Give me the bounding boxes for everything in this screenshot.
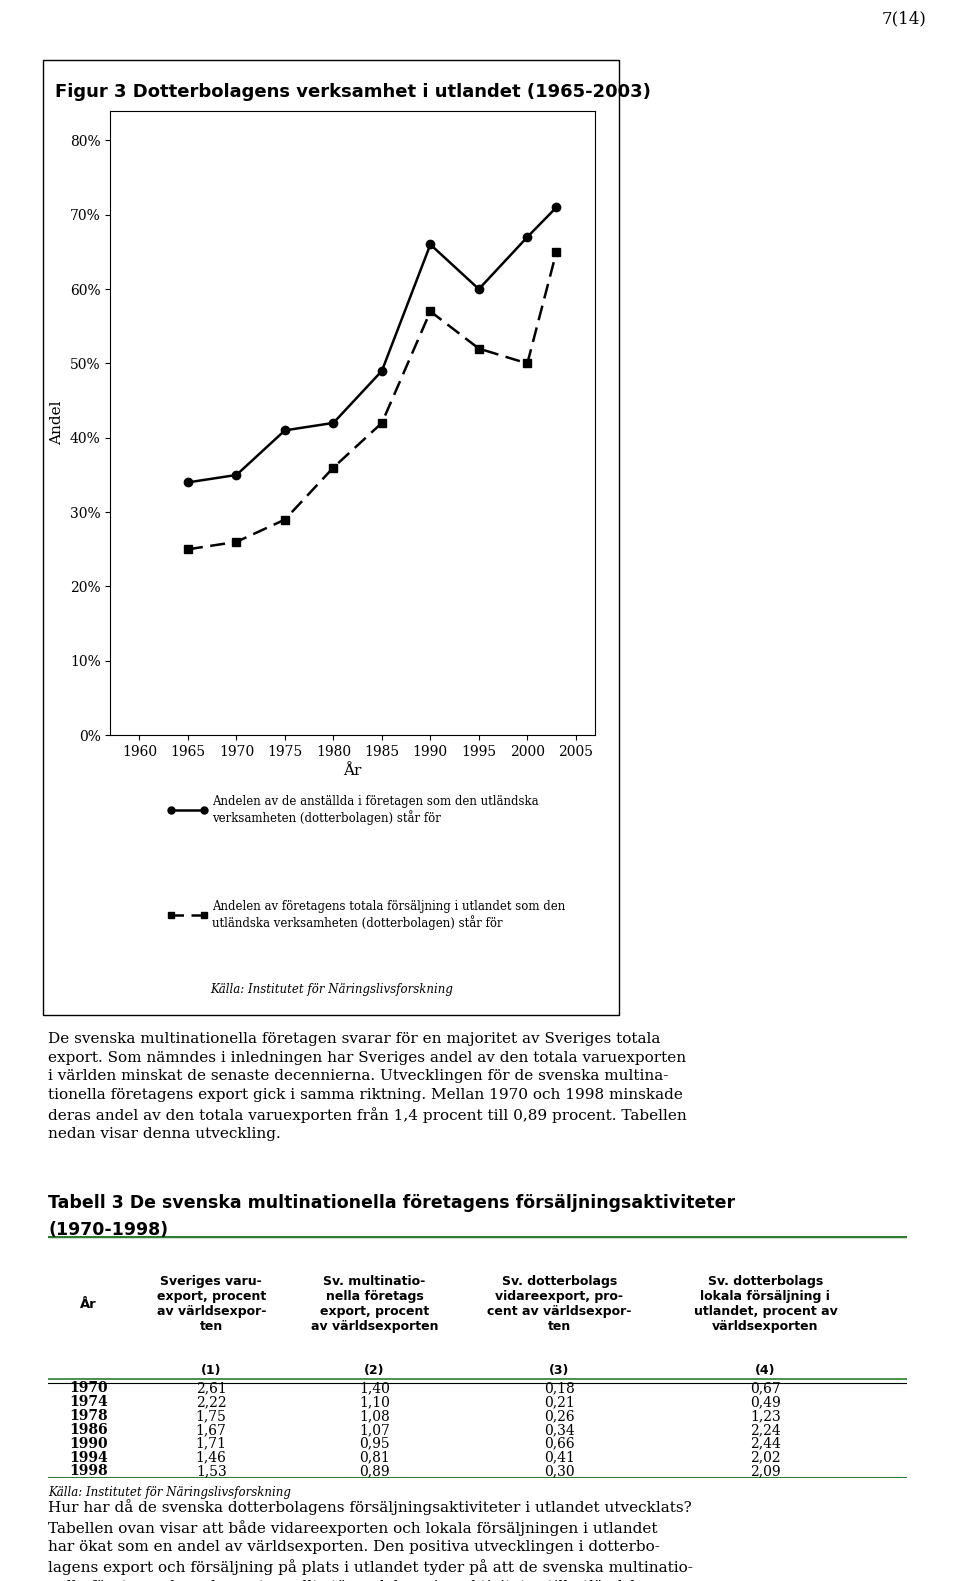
Text: 1978: 1978: [69, 1409, 108, 1423]
Text: Tabell 3 De svenska multinationella företagens försäljningsaktiviteter: Tabell 3 De svenska multinationella före…: [48, 1194, 735, 1211]
Text: 1,07: 1,07: [359, 1423, 390, 1437]
Text: Sv. multinatio-
nella företags
export, procent
av världsexporten: Sv. multinatio- nella företags export, p…: [311, 1274, 439, 1333]
Text: (2): (2): [364, 1364, 385, 1377]
Text: Källa: Institutet för Näringslivsforskning: Källa: Institutet för Näringslivsforskni…: [48, 1486, 291, 1499]
Text: 0,67: 0,67: [750, 1382, 780, 1396]
Text: Sveriges varu-
export, procent
av världsexpor-
ten: Sveriges varu- export, procent av världs…: [156, 1274, 266, 1333]
Text: 2,24: 2,24: [750, 1423, 780, 1437]
Text: 1,71: 1,71: [196, 1437, 227, 1451]
Text: 0,34: 0,34: [544, 1423, 575, 1437]
Text: Källa: Institutet för Näringslivsforskning: Källa: Institutet för Näringslivsforskni…: [210, 983, 452, 996]
Text: (1): (1): [201, 1364, 222, 1377]
Text: 0,26: 0,26: [544, 1409, 574, 1423]
Text: År: År: [81, 1298, 97, 1311]
Text: 1974: 1974: [69, 1394, 108, 1409]
Text: (4): (4): [756, 1364, 776, 1377]
Text: 0,66: 0,66: [544, 1437, 574, 1451]
Title: Figur 3 Dotterbolagens verksamhet i utlandet (1965-2003): Figur 3 Dotterbolagens verksamhet i utla…: [55, 82, 651, 101]
Text: 2,02: 2,02: [750, 1450, 780, 1464]
Text: 1,75: 1,75: [196, 1409, 227, 1423]
Text: (1970-1998): (1970-1998): [48, 1221, 168, 1238]
Text: 1994: 1994: [69, 1450, 108, 1464]
Text: Andelen av företagens totala försäljning i utlandet som den
utländska verksamhet: Andelen av företagens totala försäljning…: [211, 900, 564, 930]
Text: Hur har då de svenska dotterbolagens försäljningsaktiviteter i utlandet utveckla: Hur har då de svenska dotterbolagens för…: [48, 1499, 693, 1581]
Text: Andelen av de anställda i företagen som den utländska
verksamheten (dotterbolage: Andelen av de anställda i företagen som …: [211, 795, 539, 825]
Text: (3): (3): [549, 1364, 569, 1377]
X-axis label: År: År: [344, 765, 362, 778]
Text: 1,53: 1,53: [196, 1464, 227, 1478]
Text: 0,18: 0,18: [544, 1382, 575, 1396]
Text: 1,10: 1,10: [359, 1394, 390, 1409]
Text: Sv. dotterbolags
vidareexport, pro-
cent av världsexpor-
ten: Sv. dotterbolags vidareexport, pro- cent…: [487, 1274, 632, 1333]
Text: 1990: 1990: [69, 1437, 108, 1451]
Text: 1,67: 1,67: [196, 1423, 227, 1437]
Text: 0,89: 0,89: [359, 1464, 390, 1478]
Y-axis label: Andel: Andel: [50, 400, 64, 446]
Text: 7(14): 7(14): [881, 9, 926, 27]
Text: 1,46: 1,46: [196, 1450, 227, 1464]
Text: 1998: 1998: [69, 1464, 108, 1478]
Text: 2,44: 2,44: [750, 1437, 780, 1451]
Text: 0,95: 0,95: [359, 1437, 390, 1451]
Text: 1,23: 1,23: [750, 1409, 780, 1423]
Text: De svenska multinationella företagen svarar för en majoritet av Sveriges totala
: De svenska multinationella företagen sva…: [48, 1032, 686, 1141]
Text: Sv. dotterbolags
lokala försäljning i
utlandet, procent av
världsexporten: Sv. dotterbolags lokala försäljning i ut…: [693, 1274, 837, 1333]
Text: 1970: 1970: [69, 1382, 108, 1396]
Text: 0,81: 0,81: [359, 1450, 390, 1464]
Text: 2,09: 2,09: [750, 1464, 780, 1478]
Text: 0,30: 0,30: [544, 1464, 574, 1478]
Text: 0,41: 0,41: [543, 1450, 575, 1464]
Text: 1986: 1986: [69, 1423, 108, 1437]
Text: 0,49: 0,49: [750, 1394, 780, 1409]
Text: 1,40: 1,40: [359, 1382, 390, 1396]
Text: 0,21: 0,21: [544, 1394, 575, 1409]
Text: 2,22: 2,22: [196, 1394, 227, 1409]
Text: 2,61: 2,61: [196, 1382, 227, 1396]
Text: 1,08: 1,08: [359, 1409, 390, 1423]
